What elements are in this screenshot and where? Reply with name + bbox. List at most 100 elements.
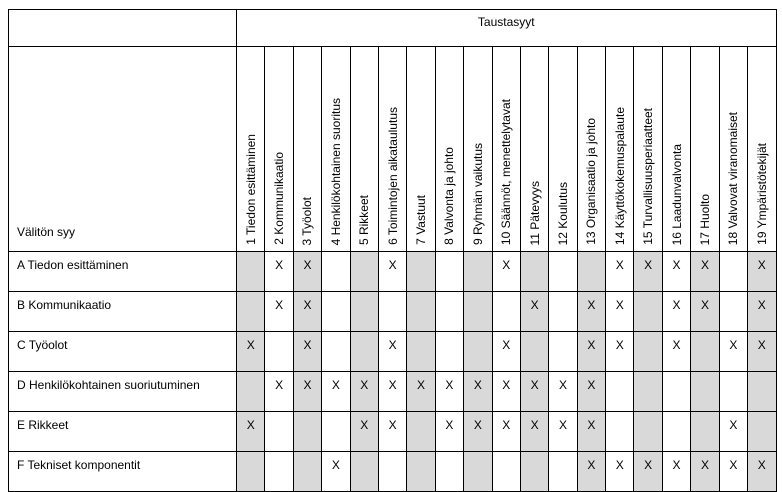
mark-x: X (644, 258, 653, 272)
matrix-cell: X (434, 411, 465, 452)
column-header-2: 2 Kommunikaatio (264, 46, 294, 252)
matrix-cell (633, 291, 663, 332)
matrix-cell: X (747, 331, 777, 372)
column-header-label: 19 Ympäristötekijät (754, 143, 769, 245)
mark-x: X (615, 338, 624, 352)
row-label: B Kommunikaatio (8, 291, 237, 332)
matrix-cell: X (718, 411, 749, 452)
matrix-cell: X (463, 411, 493, 452)
matrix-cell: X (377, 251, 408, 292)
mark-x: X (246, 418, 255, 432)
table-row: E Rikkeet X X X X X X X X X X (8, 411, 777, 452)
matrix-cell (321, 331, 351, 372)
matrix-cell: X (377, 411, 408, 452)
column-header-18: 18 Valvovat viranomaiset (718, 46, 749, 252)
matrix-cell (434, 291, 465, 332)
matrix-cell (519, 251, 550, 292)
matrix-cell (349, 251, 379, 292)
matrix-cell (321, 291, 351, 332)
row-label: A Tiedon esittäminen (8, 251, 237, 292)
matrix-cell: X (292, 331, 323, 372)
matrix-cell: X (747, 251, 777, 292)
matrix-cell (576, 251, 607, 292)
mark-x: X (700, 458, 709, 472)
mark-x: X (502, 378, 511, 392)
matrix-cell (548, 251, 578, 292)
mark-x: X (530, 298, 539, 312)
matrix-cell (235, 371, 266, 412)
matrix-cell (235, 451, 266, 492)
mark-x: X (729, 338, 738, 352)
matrix-cell (406, 251, 436, 292)
matrix-cell (349, 331, 379, 372)
matrix-cell (519, 331, 550, 372)
matrix-cell: X (264, 251, 294, 292)
matrix-cell (235, 291, 266, 332)
column-header-1: 1 Tiedon esittäminen (235, 46, 266, 252)
matrix-cell: X (349, 411, 379, 452)
mark-x: X (729, 418, 738, 432)
matrix-cell (377, 291, 408, 332)
matrix-cell: X (264, 291, 294, 332)
matrix-cell: X (491, 411, 521, 452)
matrix-cell: X (434, 371, 465, 412)
column-header-label: 14 Käyttökokemuspalaute (612, 106, 627, 245)
mark-x: X (275, 258, 284, 272)
column-header-16: 16 Laadunvalvonta (661, 46, 692, 252)
matrix-cell: X (292, 371, 323, 412)
matrix-cell (292, 451, 323, 492)
mark-x: X (672, 298, 681, 312)
matrix-cell (463, 251, 493, 292)
matrix-cell (661, 371, 692, 412)
matrix-cell: X (633, 451, 663, 492)
column-header-7: 7 Vastuut (406, 46, 436, 252)
column-header-12: 12 Koulutus (548, 46, 578, 252)
matrix-cell (406, 331, 436, 372)
matrix-cell: X (690, 251, 720, 292)
table-row: D Henkilökohtainen suoriutuminen X X X X X X X X… (8, 371, 777, 412)
matrix-cell: X (321, 451, 351, 492)
corner-cell (8, 9, 237, 47)
column-header-label: 13 Organisaatio ja johto (584, 118, 599, 245)
mark-x: X (445, 418, 454, 432)
column-header-label: 5 Rikkeet (357, 194, 372, 245)
matrix-cell (463, 291, 493, 332)
matrix-cell: X (491, 251, 521, 292)
matrix-cell: X (605, 451, 635, 492)
matrix-cell (548, 291, 578, 332)
mark-x: X (445, 378, 454, 392)
matrix-cell (406, 291, 436, 332)
column-header-10: 10 Säännöt, menettelytavat (491, 46, 521, 252)
column-header-3: 3 Työolot (292, 46, 323, 252)
column-header-5: 5 Rikkeet (349, 46, 379, 252)
matrix-cell: X (605, 251, 635, 292)
table-row: B Kommunikaatio X X X X X X X X (8, 291, 777, 332)
matrix-cell (548, 451, 578, 492)
mark-x: X (388, 418, 397, 432)
mark-x: X (558, 418, 567, 432)
matrix-cell: X (747, 451, 777, 492)
matrix-cell (718, 251, 749, 292)
matrix-cell: X (519, 411, 550, 452)
column-header-6: 6 Toimintojen aikataulutus (377, 46, 408, 252)
row-label: D Henkilökohtainen suoriutuminen (8, 371, 237, 412)
mark-x: X (473, 378, 482, 392)
column-header-4: 4 Henkilökohtainen suoritus (321, 46, 351, 252)
matrix-cell (548, 331, 578, 372)
matrix-cell: X (605, 291, 635, 332)
matrix-cell: X (377, 371, 408, 412)
table-row: C Työolot X X X X X X X X X (8, 331, 777, 372)
matrix-cell: X (661, 291, 692, 332)
row-label: C Työolot (8, 331, 237, 372)
mark-x: X (530, 418, 539, 432)
mark-x: X (388, 338, 397, 352)
mark-x: X (530, 378, 539, 392)
mark-x: X (417, 378, 426, 392)
mark-x: X (729, 458, 738, 472)
column-header-label: 2 Kommunikaatio (272, 152, 287, 245)
column-header-label: 3 Työolot (300, 196, 315, 245)
mark-x: X (615, 458, 624, 472)
matrix-cell (690, 371, 720, 412)
matrix-cell: X (491, 331, 521, 372)
matrix-cell (718, 291, 749, 332)
